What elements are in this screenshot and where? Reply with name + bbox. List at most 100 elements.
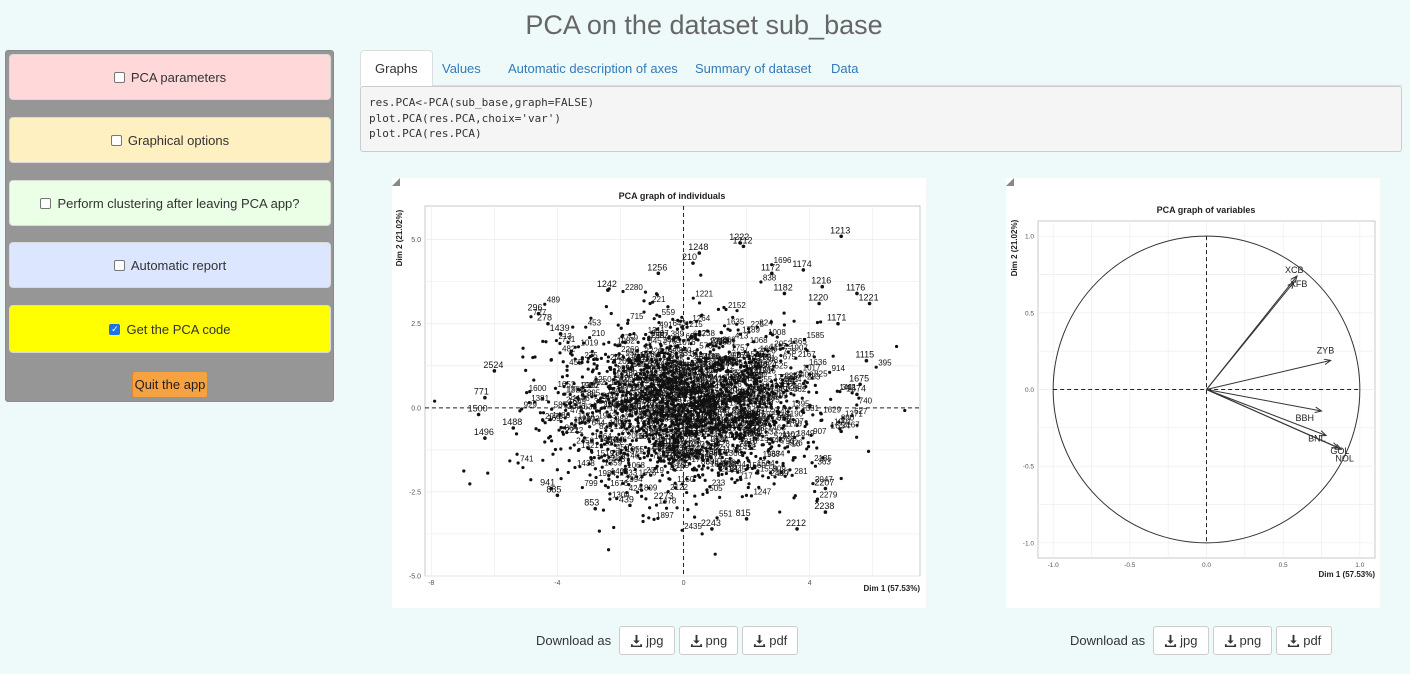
point-label: 864 bbox=[565, 424, 579, 433]
data-point bbox=[514, 432, 519, 436]
tab-data[interactable]: Data bbox=[831, 60, 859, 76]
point-label: 1877 bbox=[736, 412, 754, 421]
panel-automatic-report[interactable]: Automatic report bbox=[9, 242, 331, 288]
data-point bbox=[754, 454, 758, 459]
panel-get-pca-code[interactable]: ✓ Get the PCA code bbox=[9, 305, 331, 353]
resize-handle-icon[interactable] bbox=[392, 178, 400, 186]
data-point bbox=[623, 470, 627, 474]
data-point bbox=[735, 460, 739, 465]
download-jpg-button[interactable]: jpg bbox=[1153, 625, 1209, 655]
data-point bbox=[626, 321, 630, 325]
point-label: 1791 bbox=[632, 353, 650, 362]
point-label: 1150 bbox=[677, 475, 695, 484]
x-tick-label: -8 bbox=[428, 580, 434, 587]
data-point bbox=[716, 473, 721, 477]
data-point bbox=[767, 397, 771, 401]
data-point bbox=[581, 341, 586, 345]
download-jpg-button[interactable]: jpg bbox=[619, 625, 675, 655]
point-label: 190 bbox=[665, 392, 679, 401]
download-png-button[interactable]: png bbox=[678, 625, 739, 655]
y-tick-label: 1.0 bbox=[1025, 234, 1034, 241]
data-point bbox=[642, 429, 646, 433]
tab-automatic-description[interactable]: Automatic description of axes bbox=[508, 60, 678, 76]
data-point bbox=[599, 445, 604, 449]
point-label: 935 bbox=[725, 368, 739, 377]
point-label: 1264 bbox=[692, 314, 710, 323]
point-label: 2402 bbox=[788, 382, 806, 391]
point-label: 1019 bbox=[580, 338, 598, 347]
point-label: 1212 bbox=[732, 235, 752, 245]
point-label: 1017 bbox=[803, 363, 821, 372]
point-label: 301 bbox=[617, 374, 631, 383]
point-label: 320 bbox=[699, 359, 713, 368]
data-point bbox=[694, 502, 698, 506]
x-tick-label: 4 bbox=[808, 580, 812, 587]
data-point bbox=[642, 451, 646, 455]
data-point bbox=[575, 430, 580, 434]
point-label: 2433 bbox=[619, 468, 637, 477]
clustering-checkbox[interactable] bbox=[40, 197, 52, 209]
download-pdf-button[interactable]: pdf bbox=[1276, 625, 1333, 655]
data-point bbox=[665, 346, 669, 350]
download-pdf-button[interactable]: pdf bbox=[742, 625, 799, 655]
point-label: 162 bbox=[709, 443, 723, 452]
data-point bbox=[669, 365, 673, 369]
data-point bbox=[750, 360, 754, 364]
quit-app-button[interactable]: Quit the app bbox=[132, 371, 208, 398]
data-point bbox=[782, 390, 786, 394]
point-label: 799 bbox=[584, 479, 598, 488]
data-point bbox=[620, 372, 624, 376]
point-label: 1068 bbox=[627, 461, 645, 470]
data-point bbox=[652, 317, 656, 321]
data-point bbox=[778, 385, 782, 389]
point-label: 411 bbox=[751, 416, 764, 425]
data-point bbox=[628, 422, 632, 426]
data-point bbox=[627, 424, 632, 429]
data-point bbox=[607, 455, 611, 459]
data-point bbox=[676, 434, 680, 438]
point-label: 2072 bbox=[709, 375, 727, 384]
data-point bbox=[755, 366, 759, 370]
pca-parameters-checkbox[interactable] bbox=[113, 71, 125, 83]
tab-values[interactable]: Values bbox=[442, 60, 481, 76]
point-label: 1560 bbox=[748, 461, 766, 470]
individuals-plot[interactable]: 1730199020678381103125058312828432163146… bbox=[392, 178, 926, 608]
y-tick-label: 2.5 bbox=[411, 321, 421, 328]
data-point bbox=[645, 434, 649, 438]
data-point bbox=[719, 331, 724, 335]
data-point bbox=[778, 395, 782, 399]
automatic-report-checkbox[interactable] bbox=[113, 259, 125, 271]
panel-graphical-options[interactable]: Graphical options bbox=[9, 117, 331, 163]
data-point bbox=[757, 388, 761, 392]
point-label: 853 bbox=[584, 498, 599, 508]
data-point bbox=[741, 453, 745, 458]
data-point bbox=[675, 327, 680, 331]
point-label: 2493 bbox=[745, 384, 763, 393]
data-point bbox=[701, 473, 705, 477]
panel-clustering[interactable]: Perform clustering after leaving PCA app… bbox=[9, 180, 331, 226]
data-point bbox=[674, 367, 678, 372]
data-point bbox=[639, 494, 644, 498]
tab-summary-dataset[interactable]: Summary of dataset bbox=[695, 60, 812, 76]
point-label: 1034 bbox=[716, 410, 734, 419]
point-label: 1154 bbox=[654, 353, 672, 362]
point-label: 519 bbox=[667, 365, 681, 374]
data-point bbox=[775, 335, 779, 339]
variables-plot[interactable]: XCBXFBZYBBBHBNLGOLNOL-1.0-0.50.00.51.0-1… bbox=[1006, 178, 1380, 608]
graphical-options-checkbox[interactable] bbox=[110, 134, 122, 146]
panel-pca-parameters[interactable]: PCA parameters bbox=[9, 54, 331, 100]
point-label: 1824 bbox=[784, 375, 802, 384]
data-point bbox=[675, 355, 679, 360]
data-point bbox=[769, 320, 773, 324]
data-point bbox=[732, 345, 736, 349]
data-point bbox=[605, 440, 609, 445]
resize-handle-icon[interactable] bbox=[1006, 178, 1014, 186]
point-label: 1707 bbox=[658, 413, 676, 422]
tab-graphs[interactable]: Graphs bbox=[360, 50, 433, 87]
data-point bbox=[603, 352, 608, 356]
data-point bbox=[789, 366, 793, 370]
get-pca-code-checkbox[interactable]: ✓ bbox=[109, 323, 121, 335]
download-png-button[interactable]: png bbox=[1212, 625, 1273, 655]
data-point bbox=[721, 344, 725, 349]
point-label: 1130 bbox=[616, 371, 634, 380]
